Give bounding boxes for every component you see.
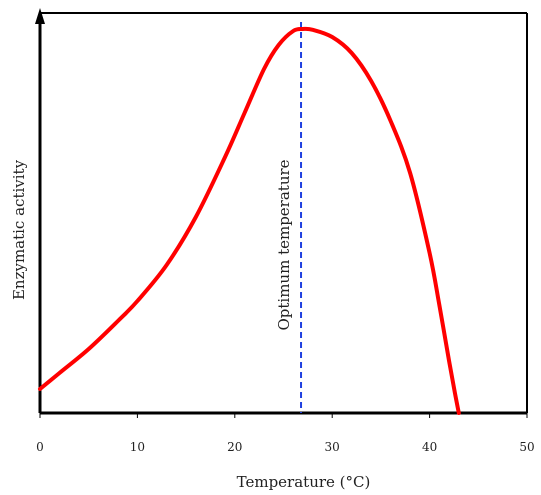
x-axis-title: Temperature (°C) [237, 473, 371, 491]
y-axis-title: Enzymatic activity [10, 159, 28, 300]
x-tick-label: 30 [325, 440, 340, 454]
x-tick-label: 0 [36, 440, 44, 454]
plot-area: 0 10 20 30 40 50 Optimum temperature [35, 8, 535, 454]
y-axis-arrowhead [35, 8, 45, 24]
x-tick-label: 40 [422, 440, 437, 454]
x-tick-label: 10 [130, 440, 145, 454]
optimum-temperature-label: Optimum temperature [275, 159, 293, 330]
activity-curve [38, 26, 461, 415]
x-tick-label: 20 [227, 440, 242, 454]
x-tick-label: 50 [519, 440, 534, 454]
